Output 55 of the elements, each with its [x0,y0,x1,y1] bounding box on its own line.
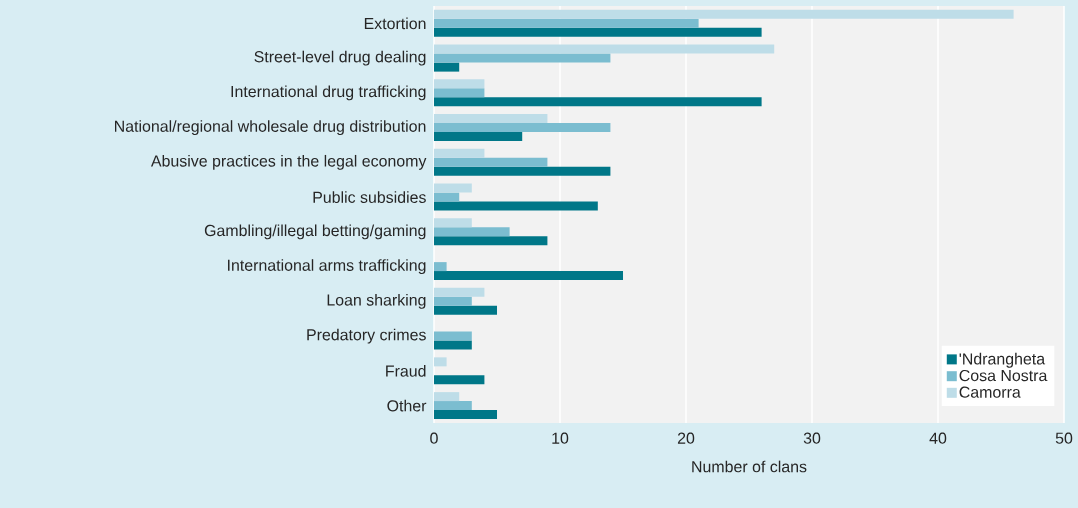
y-tick-label: National/regional wholesale drug distribution [115,120,426,136]
y-tick-label: Other [387,399,427,412]
x-tick-label: 30 [803,432,821,444]
bar [434,305,498,315]
bar [434,271,624,281]
bar [434,201,598,211]
bar [434,392,460,402]
bar [434,53,611,63]
bar [434,132,523,142]
y-tick-label: Fraud [386,365,426,377]
x-tick-label: 10 [552,432,569,444]
legend-label: Cosa Nostra [959,369,1048,382]
x-axis-title: Number of clans [692,460,807,473]
y-tick-label: Loan sharking [327,293,426,309]
bar [434,166,611,176]
x-tick-label: 50 [1055,432,1073,444]
y-tick-label: Street-level drug dealing [254,50,426,66]
y-tick-label: Public subsidies [313,191,426,203]
bar [434,296,472,306]
bar [434,44,775,54]
bar [434,192,460,202]
y-tick-label: Abusive practices in the legal economy [150,154,427,170]
bar [434,401,472,411]
bar [434,88,485,98]
bar [434,79,485,89]
y-tick-label: Predatory crimes [307,328,426,344]
bar [434,123,611,133]
bar [434,97,762,107]
x-tick-label: 0 [430,432,438,444]
bar [434,218,472,228]
bar [434,262,447,272]
y-tick-label: Gambling/illegal betting/gaming [204,224,426,240]
bar [434,236,548,246]
y-tick-label: International drug trafficking [231,85,426,101]
bar [434,340,472,350]
bar [434,148,485,158]
bar [434,357,447,367]
bar [434,331,472,341]
bar [434,375,485,385]
x-tick-label: 20 [677,432,695,444]
bar [434,9,1014,19]
bar [434,157,548,167]
y-tick-label: Extortion [364,17,426,30]
bar [434,114,548,124]
bar [434,287,485,297]
bar [434,18,699,28]
x-tick-label: 40 [929,432,947,444]
legend-label: 'Ndrangheta [959,352,1046,368]
bar [434,27,762,37]
bar [434,62,460,72]
bar [434,183,472,193]
legend-label: Camorra [959,386,1021,398]
bar [434,410,498,420]
bar [434,227,510,237]
y-tick-label: International arms trafficking [228,259,426,275]
